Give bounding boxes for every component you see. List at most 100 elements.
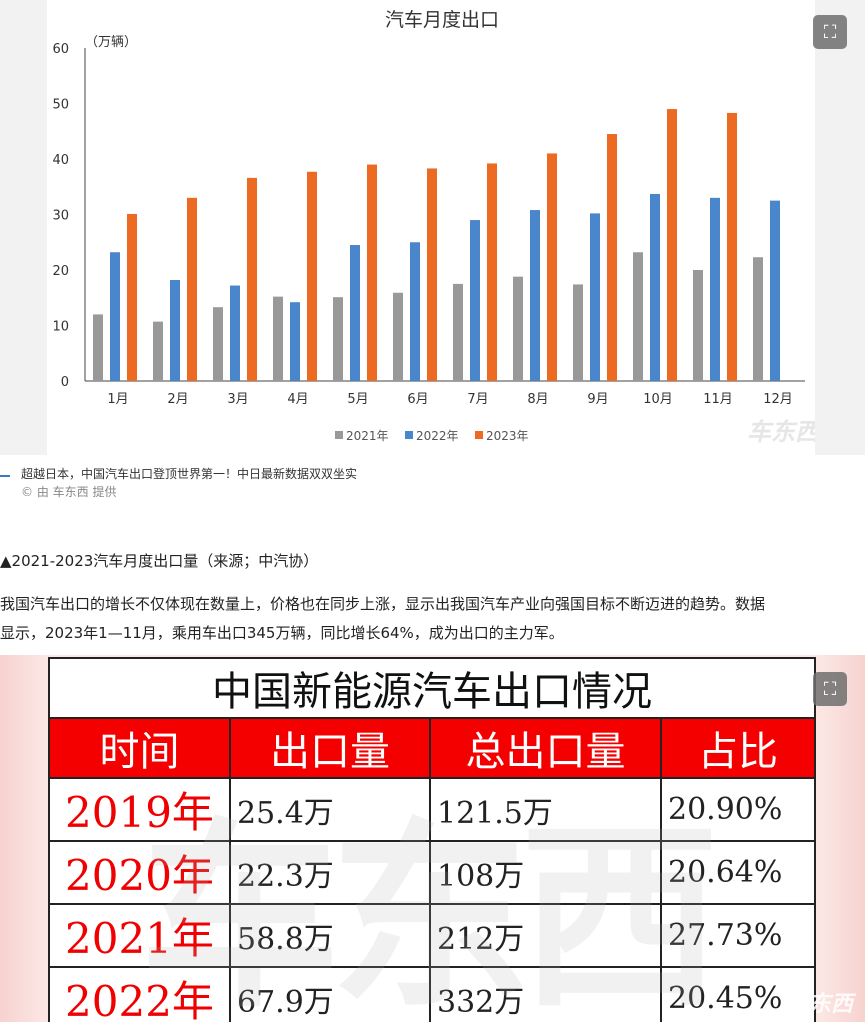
bar [110,252,120,381]
x-tick-label: 1月 [107,392,128,407]
legend-label: 2022年 [416,429,459,443]
bar [633,252,643,381]
x-tick-label: 9月 [587,392,608,407]
bar-chart: 汽车月度出口 （万辆） 0 10 20 30 40 50 60 1月 2月 3月 4月 5月 6月 7月 8月 9… [52,9,823,446]
y-tick-label: 60 [52,42,69,57]
x-tick-label: 2月 [167,392,188,407]
header-export: 出口量 [229,717,431,779]
legend-swatch [405,431,413,439]
bar [710,197,720,381]
x-tick-label: 4月 [287,392,308,407]
bar [590,213,600,381]
y-tick-label: 10 [52,320,69,335]
cell-share: 20.64% [660,840,816,905]
y-tick-label: 0 [61,375,69,390]
paragraph-line-2-b: 乘用车出口345万辆，同比增长64%，成为出口的主力军。 [171,624,564,642]
cell-year: 2020年 [48,840,231,905]
expand-icon[interactable]: ⛶ [813,672,847,706]
cell-share: 20.90% [660,777,816,842]
bar [650,193,660,381]
paragraph-source: ▲2021-2023汽车月度出口量（来源；中汽协） [0,552,319,570]
table-row: 2022年 67.9万 332万 20.45% [48,966,816,1022]
bar [693,270,703,381]
header-total: 总出口量 [429,717,662,779]
paragraph-body: 我国汽车出口的增长不仅体现在数量上，价格也在同步上涨，显示出我国汽车产业向强国目… [0,590,865,648]
bar [770,200,780,381]
table-title: 中国新能源汽车出口情况 [48,657,816,719]
cell-total: 108万 [429,840,662,905]
x-tick-label: 8月 [527,392,548,407]
table-header-row: 时间 出口量 总出口量 占比 [48,717,816,779]
y-axis-label: （万辆） [85,35,137,50]
bar [410,242,420,381]
bar [230,285,240,381]
y-tick-label: 40 [52,153,69,168]
y-tick-label: 30 [52,209,69,224]
bar [273,296,283,381]
x-tick-label: 12月 [763,392,793,407]
bar [487,163,497,381]
legend-swatch [475,431,483,439]
legend-label: 2021年 [346,429,389,443]
legend-label: 2023年 [486,429,529,443]
chart-panel: 汽车月度出口 （万辆） 0 10 20 30 40 50 60 1月 2月 3月 4月 5月 6月 7月 8月 9… [47,0,823,455]
cell-export: 22.3万 [229,840,431,905]
x-tick-label: 6月 [407,392,428,407]
table-row: 2020年 22.3万 108万 20.64% [48,840,816,905]
x-tick-label: 11月 [703,392,733,407]
watermark-small-logo: 车东西 [786,992,853,1017]
bar [513,276,523,381]
table-row: 2021年 58.8万 212万 27.73% [48,903,816,968]
bar [367,164,377,381]
bar [93,314,103,381]
cell-year: 2019年 [48,777,231,842]
bar [470,220,480,381]
bar [333,297,343,381]
bar [667,109,677,382]
bar [290,302,300,381]
x-tick-label: 3月 [227,392,248,407]
cell-year: 2021年 [48,903,231,968]
bar [607,134,617,381]
caption-credit: © 由 车东西 提供 [21,485,117,499]
bar [307,171,317,381]
x-tick-label: 10月 [643,392,673,407]
header-share: 占比 [660,717,816,779]
bar [530,210,540,381]
chart-watermark: 车东西 [747,418,815,446]
bar [393,292,403,381]
bar [350,245,360,381]
paragraph-line-1: 我国汽车出口的增长不仅体现在数量上，价格也在同步上涨，显示出我国汽车产业向强国目… [0,595,766,613]
table-row: 2019年 25.4万 121.5万 20.90% [48,777,816,842]
expand-icon[interactable]: ⛶ [813,15,847,49]
header-time: 时间 [48,717,231,779]
cell-export: 67.9万 [229,966,431,1022]
cell-year: 2022年 [48,966,231,1022]
bar [247,177,257,381]
bar [127,213,137,381]
bar [153,321,163,381]
bar [187,197,197,381]
table-image: 中国新能源汽车出口情况 时间 出口量 总出口量 占比 2019年 25.4万 1… [0,655,865,1022]
y-tick-label: 20 [52,264,69,279]
x-tick-label: 5月 [347,392,368,407]
export-table: 中国新能源汽车出口情况 时间 出口量 总出口量 占比 2019年 25.4万 1… [48,657,816,1022]
bar [453,283,463,381]
bar [427,168,437,381]
cell-total: 332万 [429,966,662,1022]
y-tick-label: 50 [52,98,69,113]
x-tick-label: 7月 [467,392,488,407]
cell-share: 27.73% [660,903,816,968]
bar [547,153,557,381]
bar [753,257,763,381]
cell-total: 121.5万 [429,777,662,842]
legend-swatch [335,431,343,439]
cell-export: 25.4万 [229,777,431,842]
chart-image: 汽车月度出口 （万辆） 0 10 20 30 40 50 60 1月 2月 3月 4月 5月 6月 7月 8月 9… [0,0,865,455]
cell-total: 212万 [429,903,662,968]
bar [573,284,583,381]
bar [170,279,180,381]
cell-share: 20.45% [660,966,816,1022]
bar [213,307,223,381]
caption-title[interactable]: 超越日本，中国汽车出口登顶世界第一！中日最新数据双双坐实 [21,467,358,481]
